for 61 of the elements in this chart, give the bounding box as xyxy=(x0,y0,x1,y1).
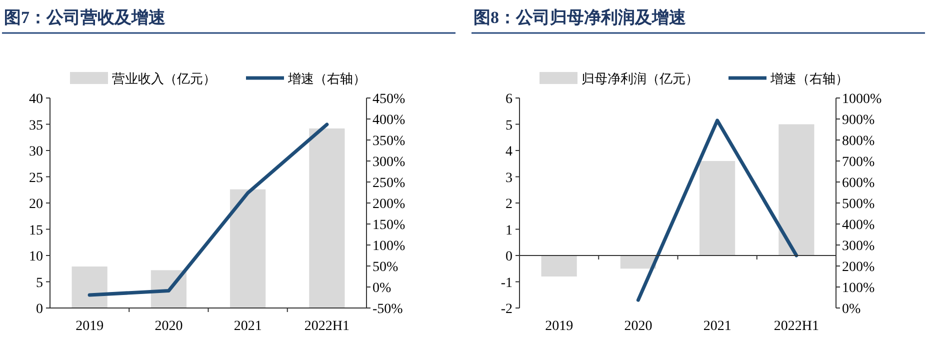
y-tick-label: 40 xyxy=(29,92,43,107)
x-tick-label: 2022H1 xyxy=(304,319,350,334)
x-tick-label: 2019 xyxy=(76,319,104,334)
y2-tick-label: 50% xyxy=(372,260,398,275)
y-tick-label: 5 xyxy=(506,118,512,134)
x-tick-label: 2020 xyxy=(154,319,183,334)
y2-tick-label: 400% xyxy=(842,218,875,233)
line-series xyxy=(88,122,329,297)
y2-tick-label: 300% xyxy=(842,239,875,254)
y-tick-label: 15 xyxy=(29,223,43,238)
y-tick-label: 4 xyxy=(506,144,512,160)
y2-tick-label: 300% xyxy=(372,155,406,170)
x-tick-label: 2020 xyxy=(624,319,652,334)
y-tick-label: 30 xyxy=(29,144,43,160)
y2-tick-label: 700% xyxy=(842,155,875,170)
y-tick-label: 5 xyxy=(36,276,43,291)
y-tick-label: -2 xyxy=(500,302,512,317)
y-tick-label: 0 xyxy=(506,250,512,264)
x-tick-label: 2022H1 xyxy=(774,319,819,334)
y2-tick-label: 150% xyxy=(372,218,406,233)
y2-tick-label: 100% xyxy=(372,239,406,254)
y-tick-label: 6 xyxy=(506,92,512,107)
y2-tick-label: -50% xyxy=(372,302,404,317)
y2-tick-label: 500% xyxy=(842,197,875,212)
y-tick-label: 0 xyxy=(36,302,43,317)
y2-tick-label: 0% xyxy=(372,281,392,296)
y-tick-label: 3 xyxy=(506,170,512,186)
bar xyxy=(700,161,736,256)
bar xyxy=(230,189,266,308)
bar xyxy=(541,256,577,276)
y2-tick-label: 250% xyxy=(372,176,406,191)
y2-tick-label: 200% xyxy=(372,197,406,212)
y2-tick-label: 450% xyxy=(372,92,406,107)
chart-title: 图8：公司归母净利润及增速 xyxy=(474,8,686,27)
y-tick-label: 2 xyxy=(506,197,512,212)
legend-label: 增速（右轴） xyxy=(770,71,848,86)
y2-tick-label: 0% xyxy=(842,302,861,317)
y2-tick-label: 100% xyxy=(842,281,875,296)
y2-tick-label: 1000% xyxy=(842,92,882,107)
x-tick-label: 2021 xyxy=(234,319,262,334)
legend-label: 营业收入（亿元） xyxy=(112,71,216,86)
y2-tick-label: 900% xyxy=(842,113,875,128)
y-tick-label: 20 xyxy=(29,197,43,212)
y-tick-label: 25 xyxy=(29,170,43,186)
y2-tick-label: 400% xyxy=(372,113,406,128)
x-tick-label: 2019 xyxy=(545,319,574,334)
y-tick-label: -1 xyxy=(500,276,512,291)
x-tick-label: 2021 xyxy=(703,319,732,334)
y-tick-label: 35 xyxy=(29,118,43,134)
y2-tick-label: 350% xyxy=(372,134,406,149)
y-tick-label: 10 xyxy=(29,250,43,264)
bar xyxy=(778,124,814,256)
legend-label: 归母净利润（亿元） xyxy=(582,71,698,86)
y-tick-label: 1 xyxy=(506,223,512,238)
y2-tick-label: 200% xyxy=(842,260,875,275)
bar xyxy=(309,128,345,308)
bar xyxy=(72,266,108,308)
chart-title: 图7：公司营收及增速 xyxy=(4,8,166,27)
y2-tick-label: 800% xyxy=(842,134,875,149)
legend-label: 增速（右轴） xyxy=(287,71,366,86)
y2-tick-label: 600% xyxy=(842,176,875,191)
